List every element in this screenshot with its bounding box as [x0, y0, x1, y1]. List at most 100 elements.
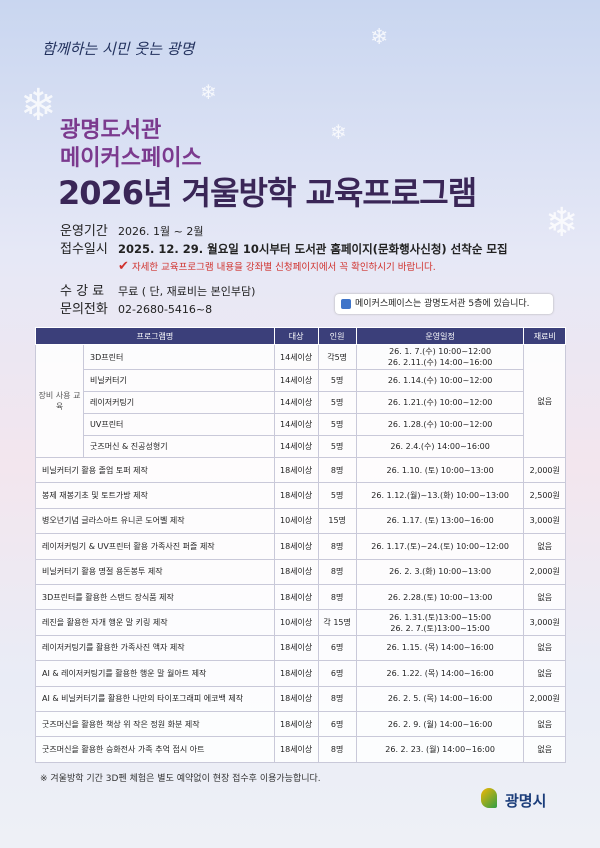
- count: 5명: [317, 482, 357, 509]
- schedule-line: 26. 1.17.(토)~24.(토) 10:00~12:00: [371, 541, 509, 551]
- target: 18세이상: [273, 533, 319, 560]
- target: 14세이상: [273, 344, 319, 370]
- table-row: 병오년기념 글라스아트 유니콘 도어벨 제작 10세이상 15명 26. 1.17. …: [35, 507, 566, 535]
- schedule: 26. 1.21.(수) 10:00~12:00: [355, 391, 525, 414]
- location-badge: 메이커스페이스는 광명도서관 5층에 있습니다.: [335, 294, 553, 314]
- target: 18세이상: [273, 685, 319, 712]
- info-value: 2025. 12. 29. 월요일 10시부터 도서관 홈페이지(문화행사신청)…: [118, 242, 508, 256]
- schedule-line: 26. 1.15. (목) 14:00~16:00: [386, 643, 494, 653]
- schedule: 26. 1.12.(월)~13.(화) 10:00~13:00: [355, 482, 525, 509]
- schedule: 26. 1.15. (목) 14:00~16:00: [355, 634, 525, 662]
- target: 18세이상: [273, 710, 319, 738]
- count: 5명: [317, 413, 357, 436]
- table-row: 비닐커터기 활용 졸업 토퍼 제작 18세이상 8명 26. 1.10. (토) 10…: [35, 456, 566, 484]
- table-row: 봉제 재봉기초 및 토트가방 제작 18세이상 5명 26. 1.12.(월)~13.…: [35, 482, 566, 509]
- target: 14세이상: [273, 435, 319, 458]
- count: 각5명: [317, 344, 357, 370]
- info-label: 수 강 료: [60, 284, 105, 299]
- target: 14세이상: [273, 369, 319, 392]
- fee: 없음: [523, 583, 566, 611]
- count: 8명: [317, 736, 357, 763]
- main-title: 2026년 겨울방학 교육프로그램: [58, 174, 477, 212]
- fee: 없음: [523, 736, 566, 763]
- count: 6명: [317, 710, 357, 738]
- info-value: 2026. 1월 ~ 2월: [118, 225, 204, 238]
- table-row: AI & 레이저커팅기를 활용한 행운 말 월아트 제작 18세이상 6명 26. 1…: [35, 660, 566, 687]
- fee: 없음: [523, 344, 566, 458]
- snowflake: ❄: [370, 25, 389, 50]
- info-row: 수 강 료 무료 ( 단, 재료비는 본인부담): [60, 280, 255, 299]
- program-name: 비닐커터기: [83, 369, 275, 392]
- target: 18세이상: [273, 482, 319, 509]
- count: 5명: [317, 435, 357, 458]
- info-value: 무료 ( 단, 재료비는 본인부담): [118, 285, 256, 298]
- logo: 광명시: [480, 788, 547, 810]
- column-header: 인원: [317, 327, 357, 345]
- program-name: UV프린터: [83, 413, 275, 436]
- info-label: 운영기간: [60, 224, 108, 239]
- target: 14세이상: [273, 391, 319, 414]
- target: 14세이상: [273, 413, 319, 436]
- column-header: 운영일정: [355, 327, 525, 345]
- schedule-line: 26. 1.12.(월)~13.(화) 10:00~13:00: [371, 491, 509, 501]
- schedule: 26. 1. 7.(수) 10:00~12:00 26. 2.11.(수) 14:…: [355, 344, 525, 370]
- schedule: 26. 2. 3.(화) 10:00~13:00: [355, 558, 525, 585]
- count: 5명: [317, 369, 357, 392]
- schedule-line: 26. 2. 9. (월) 14:00~16:00: [387, 719, 493, 729]
- program-name: 굿즈머신 & 진공성형기: [83, 435, 275, 458]
- info-label: 접수일시: [60, 242, 108, 257]
- fee: 2,000원: [523, 558, 566, 585]
- schedule-line: 26. 2. 23. (월) 14:00~16:00: [385, 744, 495, 754]
- header-row: 프로그램명 대상 인원 운영일정 재료비: [35, 327, 566, 345]
- table-row: 굿즈머신을 활용한 책상 위 작은 정원 화분 제작 18세이상 6명 26. 2. …: [35, 710, 566, 738]
- program-name: 3D프린터: [83, 344, 275, 370]
- target: 10세이상: [273, 507, 319, 535]
- program-name: 레이저커팅기: [83, 391, 275, 414]
- footnote: ※ 겨울방학 기간 3D펜 체험은 별도 예약없이 현장 접수후 이용가능합니다…: [40, 774, 321, 784]
- fee: 2,000원: [523, 456, 566, 484]
- schedule: 26. 2. 5. (목) 14:00~16:00: [355, 685, 525, 712]
- schedule: 26. 2.4.(수) 14:00~16:00: [355, 435, 525, 458]
- fee: 없음: [523, 710, 566, 738]
- schedule: 26. 1.31.(토)13:00~15:00 26. 2. 7.(토)13:00…: [355, 609, 525, 636]
- target: 18세이상: [273, 634, 319, 662]
- table-row: 굿즈머신을 활용한 승화전사 가족 추억 접시 아트 18세이상 8명 26. 2. …: [35, 736, 566, 763]
- schedule: 26. 1.17.(토)~24.(토) 10:00~12:00: [355, 533, 525, 560]
- count: 8명: [317, 533, 357, 560]
- group-label: 장비 사용 교육: [35, 344, 84, 458]
- fee: 없음: [523, 634, 566, 662]
- count: 각 15명: [317, 609, 357, 636]
- table-row: 장비 사용 교육 3D프린터 14세이상 각5명 26. 1. 7.(수) 10:00~…: [35, 344, 566, 458]
- schedule-line: 26. 1.22. (목) 14:00~16:00: [386, 668, 494, 678]
- title-line: 광명도서관: [60, 118, 162, 143]
- table-row: UV프린터 14세이상 5명 26. 1.28.(수) 10:00~12:00: [36, 413, 566, 436]
- count: 5명: [317, 391, 357, 414]
- notice: ✔ 자세한 교육프로그램 내용을 강좌별 신청페이지에서 꼭 확인하시기 바랍니…: [118, 259, 436, 274]
- schedule: 26. 1.14.(수) 10:00~12:00: [355, 369, 525, 392]
- table-row: 비닐커터기 활용 명절 용돈봉투 제작 18세이상 8명 26. 2. 3.(화) 1…: [35, 558, 566, 585]
- fee: 3,000원: [523, 609, 566, 636]
- schedule-line: 26. 1.14.(수) 10:00~12:00: [387, 376, 493, 385]
- program-name: 레진을 활용한 자개 행운 말 키링 제작: [35, 609, 275, 636]
- fee: 없음: [523, 533, 566, 560]
- table-row: 비닐커터기 14세이상 5명 26. 1.14.(수) 10:00~12:00: [36, 369, 566, 392]
- snowflake: ❄: [545, 200, 579, 246]
- table-row: 레이저커팅기를 활용한 가족사진 액자 제작 18세이상 6명 26. 1.15. (…: [35, 634, 566, 662]
- schedule: 26. 1.22. (목) 14:00~16:00: [355, 660, 525, 687]
- slogan: 함께하는 시민 웃는 광명: [42, 40, 195, 58]
- count: 6명: [317, 634, 357, 662]
- target: 10세이상: [273, 609, 319, 636]
- schedule: 26. 2.28.(토) 10:00~13:00: [355, 583, 525, 611]
- table-row: 레진을 활용한 자개 행운 말 키링 제작 10세이상 각 15명 26. 1.31.…: [35, 609, 566, 636]
- program-name: 비닐커터기 활용 졸업 토퍼 제작: [35, 456, 275, 484]
- schedule: 26. 1.17. (토) 13:00~16:00: [355, 507, 525, 535]
- schedule-line: 26. 2. 5. (목) 14:00~16:00: [387, 694, 493, 704]
- info-label: 문의전화: [60, 302, 108, 317]
- fee: 3,000원: [523, 507, 566, 535]
- count: 8명: [317, 583, 357, 611]
- count: 8명: [317, 685, 357, 712]
- schedule: 26. 2. 9. (월) 14:00~16:00: [355, 710, 525, 738]
- count: 8명: [317, 558, 357, 585]
- program-name: 비닐커터기 활용 명절 용돈봉투 제작: [35, 558, 275, 585]
